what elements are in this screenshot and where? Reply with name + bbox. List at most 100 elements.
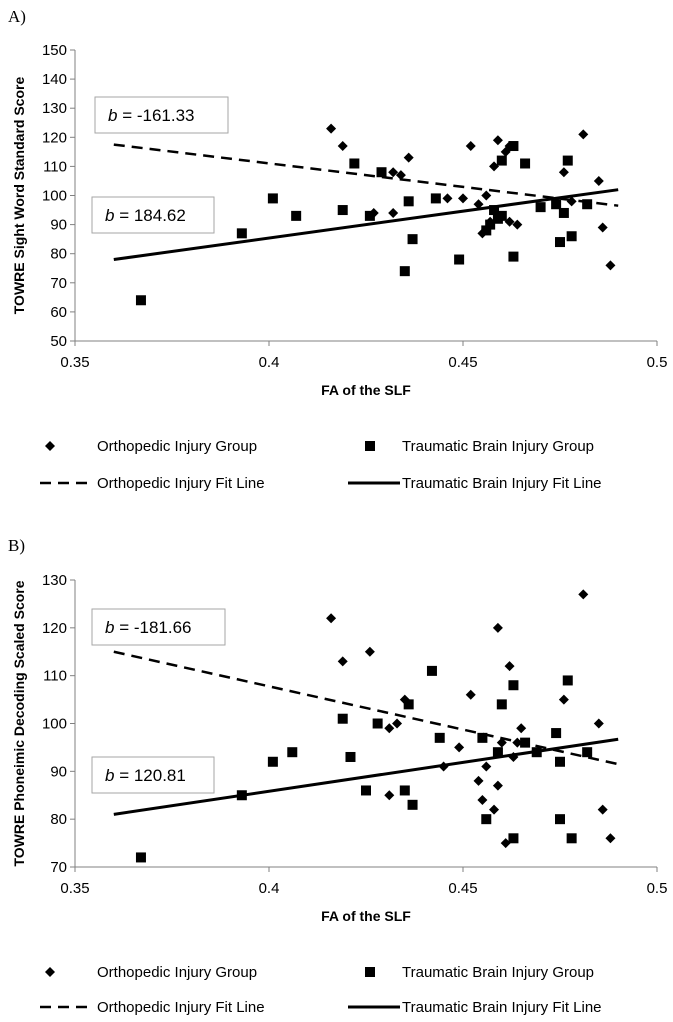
tbi-point bbox=[520, 737, 531, 748]
tbi-point bbox=[372, 718, 383, 729]
tbi-point bbox=[477, 732, 488, 743]
slope-variable: b bbox=[105, 766, 114, 785]
slope-variable: b bbox=[108, 106, 117, 125]
tbi-point bbox=[337, 713, 348, 724]
x-tick-label: 0.45 bbox=[448, 354, 477, 371]
slope-value: = 120.81 bbox=[114, 766, 185, 785]
tbi-point bbox=[551, 199, 562, 210]
legend-label: Traumatic Brain Injury Fit Line bbox=[402, 475, 602, 492]
x-tick-label: 0.45 bbox=[448, 880, 477, 897]
tbi-point bbox=[236, 790, 247, 801]
tbi-point bbox=[508, 251, 519, 262]
tbi-point bbox=[426, 665, 437, 676]
y-tick-label: 150 bbox=[42, 42, 67, 59]
y-tick-label: 80 bbox=[50, 246, 67, 263]
y-tick-label: 130 bbox=[42, 100, 67, 117]
y-tick-label: 90 bbox=[50, 763, 67, 780]
slope-box bbox=[91, 196, 215, 234]
oi-point bbox=[512, 219, 523, 230]
tbi-point bbox=[562, 675, 573, 686]
oi-slope-label: b = -161.33 bbox=[108, 106, 195, 125]
oi-point bbox=[504, 661, 515, 672]
oi-point bbox=[578, 129, 589, 140]
slope-box bbox=[91, 756, 215, 794]
tbi-point bbox=[267, 193, 278, 204]
x-tick-label: 0.5 bbox=[647, 354, 668, 371]
tbi-point bbox=[399, 785, 410, 796]
oi-point bbox=[388, 207, 399, 218]
tbi-point bbox=[562, 155, 573, 166]
y-tick-label: 80 bbox=[50, 811, 67, 828]
y-tick-label: 110 bbox=[43, 668, 67, 685]
tbi-point bbox=[531, 747, 542, 758]
y-tick-label: 90 bbox=[50, 217, 67, 234]
tbi-point bbox=[345, 751, 356, 762]
slope-box bbox=[94, 96, 229, 134]
oi-point bbox=[512, 737, 523, 748]
tbi-point bbox=[492, 747, 503, 758]
oi-point bbox=[395, 170, 406, 181]
slope-variable: b bbox=[105, 618, 114, 637]
legend-diamond-marker bbox=[45, 967, 55, 977]
tbi-point bbox=[135, 852, 146, 863]
tbi-point bbox=[291, 210, 302, 221]
y-tick-label: 120 bbox=[42, 620, 67, 637]
oi-point bbox=[481, 190, 492, 201]
oi-point bbox=[558, 694, 569, 705]
oi-point bbox=[508, 751, 519, 762]
chart-panel-a: A) 50 60 70 80 90 100 110 120 130 140 150 0.35 0.4 0.4… bbox=[8, 7, 667, 492]
oi-point bbox=[473, 199, 484, 210]
oi-group-points bbox=[326, 123, 616, 271]
oi-fit-line bbox=[113, 650, 619, 766]
tbi-point bbox=[407, 234, 418, 245]
x-tick-label: 0.5 bbox=[647, 880, 668, 897]
y-tick-label: 70 bbox=[50, 275, 67, 292]
tbi-point bbox=[555, 756, 565, 767]
oi-point bbox=[481, 761, 492, 772]
y-tick-label: 110 bbox=[43, 158, 67, 175]
tbi-point bbox=[434, 732, 445, 743]
tbi-slope-label: b = 120.81 bbox=[105, 766, 186, 785]
tbi-point bbox=[376, 167, 387, 178]
panel-label: B) bbox=[8, 536, 25, 555]
tbi-group-points bbox=[135, 665, 593, 863]
x-tick-label: 0.35 bbox=[60, 880, 89, 897]
oi-point bbox=[605, 260, 616, 271]
tbi-point bbox=[135, 295, 146, 306]
chart-panel-b: B) 70 80 90 100 110 120 130 0.35 0.4 0.45 0.5 FA of … bbox=[8, 536, 667, 1016]
oi-point bbox=[593, 175, 604, 186]
tbi-point bbox=[407, 799, 418, 810]
tbi-point bbox=[496, 155, 507, 166]
slope-variable: b bbox=[105, 206, 114, 225]
tbi-point bbox=[551, 728, 562, 739]
oi-point bbox=[442, 193, 453, 204]
oi-point bbox=[384, 790, 395, 801]
y-tick-label: 130 bbox=[42, 572, 67, 589]
tbi-point bbox=[535, 202, 546, 213]
tbi-point bbox=[558, 207, 569, 218]
tbi-point bbox=[566, 231, 577, 242]
oi-point bbox=[403, 152, 414, 163]
tbi-slope-label: b = 184.62 bbox=[105, 206, 186, 225]
legend-label: Traumatic Brain Injury Group bbox=[402, 964, 594, 981]
x-tick-label: 0.35 bbox=[60, 354, 89, 371]
y-tick-label: 120 bbox=[42, 129, 67, 146]
tbi-point bbox=[403, 699, 414, 710]
tbi-point bbox=[481, 225, 492, 236]
oi-point bbox=[496, 737, 507, 748]
x-tick-label: 0.4 bbox=[259, 354, 280, 371]
oi-point bbox=[326, 613, 337, 624]
legend: Orthopedic Injury Group Traumatic Brain I… bbox=[40, 964, 602, 1016]
tbi-point bbox=[454, 254, 465, 265]
oi-point bbox=[504, 216, 515, 227]
oi-point bbox=[384, 723, 395, 734]
oi-point bbox=[597, 804, 608, 815]
slope-value: = -181.66 bbox=[114, 618, 191, 637]
oi-point bbox=[492, 622, 503, 633]
oi-point bbox=[337, 656, 348, 667]
tbi-fit-line bbox=[113, 188, 619, 262]
legend-label: Orthopedic Injury Group bbox=[97, 964, 257, 981]
oi-point bbox=[438, 761, 449, 772]
x-tick-label: 0.4 bbox=[259, 880, 280, 897]
